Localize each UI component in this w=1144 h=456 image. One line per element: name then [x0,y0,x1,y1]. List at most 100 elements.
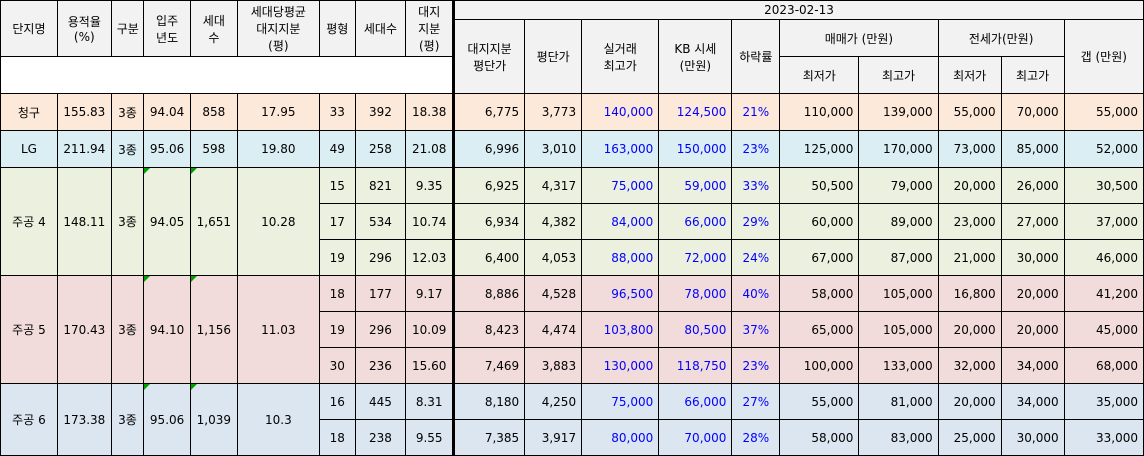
jeonse-min: 20,000 [937,383,1002,420]
complex-name: 주공 4 [0,167,58,276]
header-pyeong-price: 평단가 [524,19,583,94]
header-land: 대지 지분 (평) [405,0,455,57]
zone-type: 3종 [110,383,145,456]
header-actual-max: 실거래 최고가 [581,19,660,94]
header-sale: 매매가 (만원) [779,19,939,57]
drop-rate: 28% [731,419,781,456]
unit-count: 392 [354,93,407,131]
jeonse-min: 21,000 [937,239,1002,276]
table-row: 30 236 15.60 7,469 3,883 130,000 118,750 23% 100… [1,347,1144,384]
price-per-pyeong: 4,250 [524,383,583,420]
pyeong: 15 [318,167,356,204]
avg-land-share: 11.03 [236,275,320,384]
gap: 55,000 [1063,93,1144,131]
header-gap: 갭 (만원) [1063,19,1144,94]
pyeong: 49 [318,130,356,168]
sale-min: 125,000 [779,130,860,168]
jeonse-min: 23,000 [937,203,1002,240]
header-pyeong: 평형 [318,0,356,57]
household-count: 1,039 [189,383,238,456]
header-land-price: 대지지분 평단가 [452,19,526,94]
land-share: 10.74 [405,203,455,240]
pyeong: 19 [318,311,356,348]
actual-max-price: 96,500 [581,275,660,312]
table-row: 17 534 10.74 6,934 4,382 84,000 66,000 29% 60,00… [1,203,1144,240]
unit-count: 177 [354,275,407,312]
zone-type: 3종 [110,93,145,131]
land-price-per-pyeong: 6,400 [452,239,526,276]
land-price-per-pyeong: 6,925 [452,167,526,204]
header-type: 구분 [110,0,145,57]
avg-land-share: 10.28 [236,167,320,276]
sale-max: 89,000 [858,203,939,240]
jeonse-max: 26,000 [1000,167,1065,204]
gap: 35,000 [1063,383,1144,420]
header-jeonse-max: 최고가 [1000,56,1065,94]
unit-count: 238 [354,419,407,456]
kb-price: 59,000 [658,167,733,204]
drop-rate: 27% [731,383,781,420]
sale-min: 58,000 [779,275,860,312]
land-price-per-pyeong: 8,423 [452,311,526,348]
unit-count: 821 [354,167,407,204]
table-row: LG 211.94 3종 95.06 598 19.80 49 258 21.08 6,996 3,… [0,130,1144,168]
move-in-year: 94.04 [143,93,191,131]
sale-max: 170,000 [858,130,939,168]
header-drop: 하락률 [731,19,781,94]
price-per-pyeong: 4,053 [524,239,583,276]
avg-land-share: 19.80 [236,130,320,168]
kb-price: 124,500 [658,93,733,131]
jeonse-min: 55,000 [937,93,1002,131]
kb-price: 66,000 [658,383,733,420]
table-row: 19 296 12.03 6,400 4,053 88,000 72,000 24% 67,00… [1,239,1144,276]
sale-min: 67,000 [779,239,860,276]
actual-max-price: 84,000 [581,203,660,240]
actual-max-price: 80,000 [581,419,660,456]
gap: 37,000 [1063,203,1144,240]
floor-area-ratio: 173.38 [56,383,112,456]
land-price-per-pyeong: 6,934 [452,203,526,240]
gap: 33,000 [1063,419,1144,456]
zone-type: 3종 [110,167,145,276]
table-row: 청구 155.83 3종 94.04 858 17.95 33 392 18.38 6,775 3,… [0,93,1144,131]
move-in-year: 94.10 [143,275,191,384]
header-far: 용적율 (%) [56,0,112,57]
gap: 41,200 [1063,275,1144,312]
price-per-pyeong: 4,382 [524,203,583,240]
land-price-per-pyeong: 8,886 [452,275,526,312]
sale-max: 133,000 [858,347,939,384]
drop-rate: 23% [731,347,781,384]
header-households: 세대 수 [189,0,238,57]
sale-max: 105,000 [858,311,939,348]
complex-name: 주공 6 [0,383,58,456]
sale-min: 100,000 [779,347,860,384]
kb-price: 70,000 [658,419,733,456]
jeonse-min: 32,000 [937,347,1002,384]
unit-count: 445 [354,383,407,420]
pyeong: 17 [318,203,356,240]
unit-count: 258 [354,130,407,168]
actual-max-price: 75,000 [581,383,660,420]
avg-land-share: 17.95 [236,93,320,131]
move-in-year: 94.05 [143,167,191,276]
land-share: 10.09 [405,311,455,348]
jeonse-min: 73,000 [937,130,1002,168]
household-count: 1,156 [189,275,238,384]
header-kb: KB 시세 (만원) [658,19,733,94]
header-date: 2023-02-13 [452,0,1144,20]
jeonse-max: 20,000 [1000,311,1065,348]
jeonse-min: 20,000 [937,311,1002,348]
drop-rate: 29% [731,203,781,240]
land-price-per-pyeong: 6,996 [452,130,526,168]
jeonse-max: 70,000 [1000,93,1065,131]
land-share: 15.60 [405,347,455,384]
land-price-per-pyeong: 7,469 [452,347,526,384]
land-share: 18.38 [405,93,455,131]
sale-min: 110,000 [779,93,860,131]
floor-area-ratio: 211.94 [56,130,112,168]
land-share: 9.35 [405,167,455,204]
avg-land-share: 10.3 [236,383,320,456]
drop-rate: 24% [731,239,781,276]
gap: 30,500 [1063,167,1144,204]
